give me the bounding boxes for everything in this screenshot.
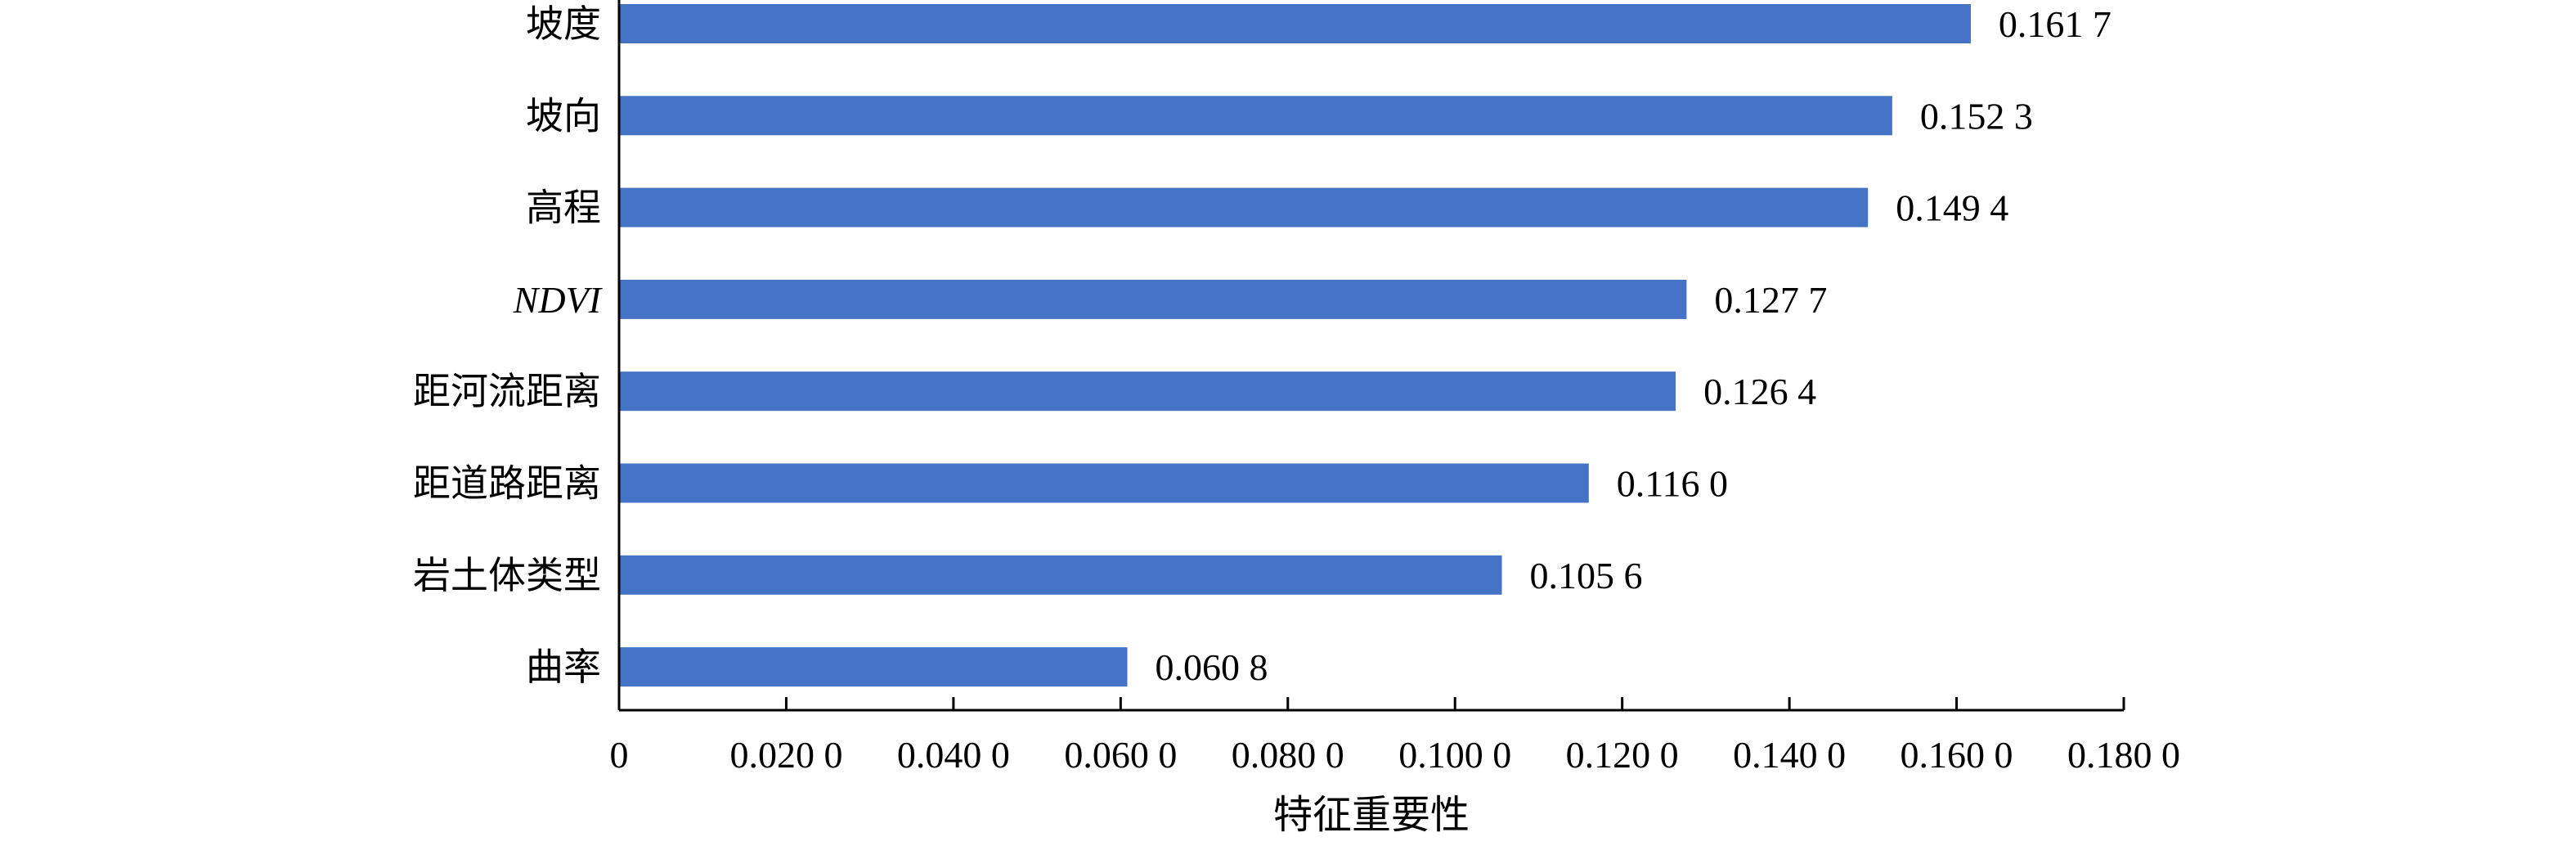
category-label: 距河流距离: [413, 371, 601, 412]
value-labels: 0.161 7 0.152 3 0.149 4 0.127 7 0.126 4 0.116…: [1156, 3, 2112, 688]
category-label: 岩土体类型: [413, 555, 601, 596]
x-tick-label: 0.080 0: [1232, 734, 1344, 776]
data-label: 0.060 8: [1156, 646, 1268, 688]
bars-group: [619, 4, 1971, 687]
bar: [619, 371, 1676, 412]
x-tick-label: 0.180 0: [2067, 734, 2180, 776]
category-label: 高程: [526, 187, 601, 229]
category-label: 坡向: [526, 95, 601, 137]
x-axis-title: 特征重要性: [1273, 794, 1470, 837]
bar: [619, 463, 1589, 503]
data-label: 0.161 7: [1999, 3, 2112, 45]
bar: [619, 279, 1687, 319]
data-label: 0.126 4: [1703, 371, 1816, 412]
category-label: 距道路距离: [413, 463, 601, 505]
x-tick-label: 0: [610, 734, 629, 776]
category-label: 曲率: [526, 646, 601, 688]
data-label: 0.116 0: [1617, 463, 1728, 505]
data-label: 0.149 4: [1896, 187, 2008, 229]
bar: [619, 555, 1502, 595]
category-label: NDVI: [513, 279, 604, 321]
x-tick-label: 0.040 0: [897, 734, 1010, 776]
category-label: 坡度: [526, 3, 601, 45]
bar: [619, 4, 1971, 43]
x-tick-label: 0.140 0: [1733, 734, 1846, 776]
x-tick-label: 0.160 0: [1901, 734, 2013, 776]
axes: [617, 0, 2124, 712]
data-label: 0.105 6: [1529, 555, 1642, 596]
x-tick-label: 0.060 0: [1064, 734, 1177, 776]
x-tick-label: 0.120 0: [1566, 734, 1679, 776]
x-axis-ticks: 0 0.020 0 0.040 0 0.060 0 0.080 0 0.100 0 0.12…: [610, 697, 2180, 776]
data-label: 0.127 7: [1714, 279, 1827, 321]
x-tick-label: 0.100 0: [1398, 734, 1511, 776]
bar: [619, 647, 1128, 687]
bar: [619, 187, 1869, 227]
bar: [619, 96, 1892, 136]
data-label: 0.152 3: [1920, 95, 2033, 137]
x-tick-label: 0.020 0: [729, 734, 842, 776]
